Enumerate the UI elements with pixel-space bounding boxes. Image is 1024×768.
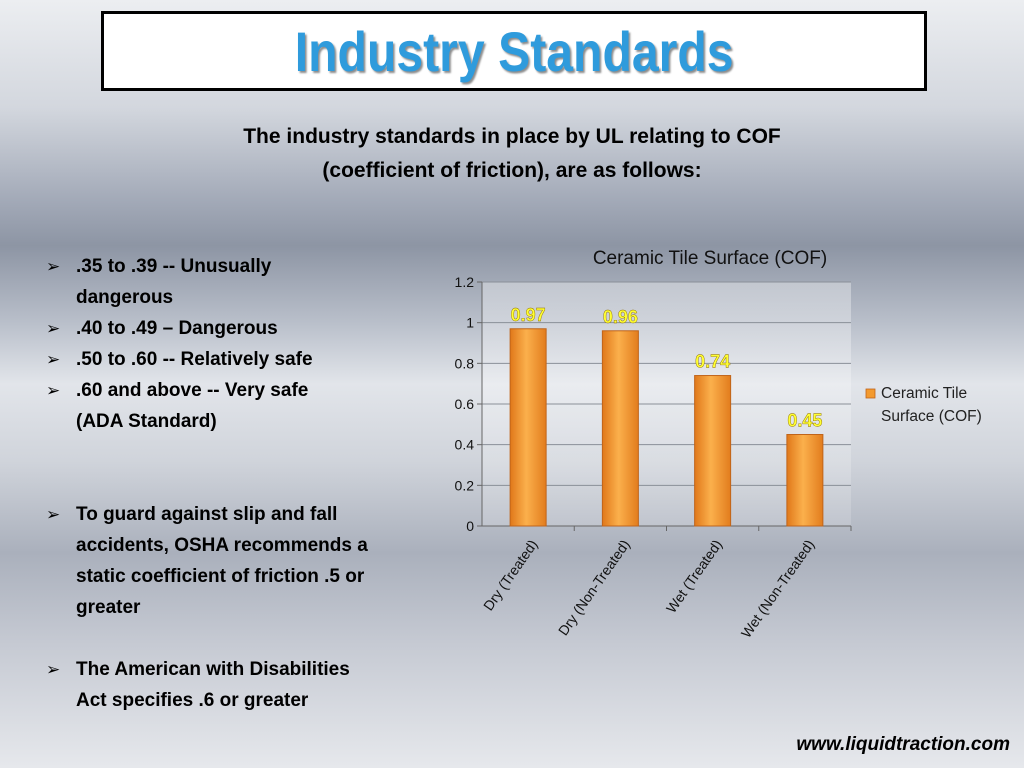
bullet-item: ➢ The American with Disabilities Act speci… bbox=[46, 654, 426, 716]
subtitle-line-2: (coefficient of friction), are as follow… bbox=[322, 159, 702, 182]
bullet-text-line: .60 and above -- Very safe bbox=[76, 380, 309, 401]
y-tick-label: 0.8 bbox=[455, 355, 475, 371]
bullet-item: ➢ To guard against slip and fall accidents… bbox=[46, 499, 426, 623]
bullet-text-line: greater bbox=[76, 597, 141, 618]
bullet-arrow-icon: ➢ bbox=[46, 505, 61, 524]
y-tick-label: 1.2 bbox=[455, 274, 475, 290]
y-tick-label: 0 bbox=[466, 518, 474, 534]
bar bbox=[601, 330, 639, 527]
bullet-text-line: .50 to .60 -- Relatively safe bbox=[76, 349, 313, 370]
bullet-item: ➢ .40 to .49 – Dangerous bbox=[46, 313, 426, 344]
x-category-label: Wet (Treated) bbox=[663, 537, 725, 616]
bar bbox=[694, 375, 732, 527]
bullet-text: The American with Disabilities Act specif… bbox=[76, 654, 350, 716]
y-tick-label: 0.2 bbox=[455, 477, 475, 493]
bullet-arrow-icon: ➢ bbox=[46, 660, 61, 679]
bullet-text-line: dangerous bbox=[76, 287, 174, 308]
bullet-item: ➢ .50 to .60 -- Relatively safe bbox=[46, 344, 426, 375]
bullet-arrow-icon: ➢ bbox=[46, 381, 61, 400]
bullet-item: ➢ .35 to .39 -- Unusually dangerous bbox=[46, 251, 426, 313]
bullet-text-line: .40 to .49 – Dangerous bbox=[76, 318, 278, 339]
bullet-arrow-icon: ➢ bbox=[46, 257, 61, 276]
y-tick-label: 0.6 bbox=[455, 396, 475, 412]
bullet-text-line: static coefficient of friction .5 or bbox=[76, 566, 365, 587]
bullet-text-line: To guard against slip and fall bbox=[76, 504, 338, 525]
bullet-text-line: Act specifies .6 or greater bbox=[76, 690, 309, 711]
bar-data-label: 0.45 bbox=[787, 411, 822, 431]
bar-data-label: 0.74 bbox=[695, 352, 730, 372]
bullet-text: To guard against slip and fall accidents,… bbox=[76, 499, 368, 623]
bullet-text-line: .35 to .39 -- Unusually bbox=[76, 256, 272, 277]
bullet-item: ➢ .60 and above -- Very safe (ADA Standard… bbox=[46, 375, 426, 437]
chart-title: Ceramic Tile Surface (COF) bbox=[593, 248, 827, 269]
bar-data-label: 0.97 bbox=[511, 305, 546, 325]
title-box: Industry Standards bbox=[101, 11, 927, 91]
bullet-text-line: (ADA Standard) bbox=[76, 411, 217, 432]
slide-title: Industry Standards bbox=[294, 19, 734, 83]
bar bbox=[786, 434, 824, 527]
y-tick-label: 1 bbox=[466, 315, 474, 331]
bullet-text: .40 to .49 – Dangerous bbox=[76, 313, 278, 344]
x-category-label: Wet (Non-Treated) bbox=[738, 537, 818, 641]
bar-data-label: 0.96 bbox=[603, 307, 638, 327]
legend-label: Ceramic Tile bbox=[881, 385, 967, 402]
bullet-group-osha: ➢ To guard against slip and fall accidents… bbox=[46, 499, 426, 623]
cof-bar-chart: Ceramic Tile Surface (COF) 0 0.2 0.4 0.6 0.8 1… bbox=[455, 248, 982, 641]
bullet-text-line: accidents, OSHA recommends a bbox=[76, 535, 368, 556]
bullet-text: .35 to .39 -- Unusually dangerous bbox=[76, 251, 271, 313]
bullet-text-line: The American with Disabilities bbox=[76, 659, 350, 680]
bullet-arrow-icon: ➢ bbox=[46, 319, 61, 338]
footer-url: www.liquidtraction.com bbox=[796, 734, 1010, 755]
legend-label: Surface (COF) bbox=[881, 408, 982, 425]
bullet-group-ada: ➢ The American with Disabilities Act speci… bbox=[46, 654, 426, 716]
spacer bbox=[46, 437, 426, 499]
bullet-arrow-icon: ➢ bbox=[46, 350, 61, 369]
legend-swatch bbox=[865, 388, 876, 399]
x-category-label: Dry (Non-Treated) bbox=[555, 537, 633, 639]
bullet-group-standards: ➢ .35 to .39 -- Unusually dangerous ➢ .40 to… bbox=[46, 251, 426, 437]
spacer bbox=[46, 623, 426, 654]
bullet-list: ➢ .35 to .39 -- Unusually dangerous ➢ .40 to… bbox=[46, 251, 426, 716]
subtitle-line-1: The industry standards in place by UL re… bbox=[243, 125, 781, 148]
x-category-label: Dry (Treated) bbox=[480, 537, 541, 614]
y-tick-label: 0.4 bbox=[455, 437, 475, 453]
slide-subtitle: The industry standards in place by UL re… bbox=[0, 120, 1024, 188]
bar bbox=[509, 328, 547, 527]
bullet-text: .50 to .60 -- Relatively safe bbox=[76, 344, 313, 375]
bullet-text: .60 and above -- Very safe (ADA Standard) bbox=[76, 375, 308, 437]
